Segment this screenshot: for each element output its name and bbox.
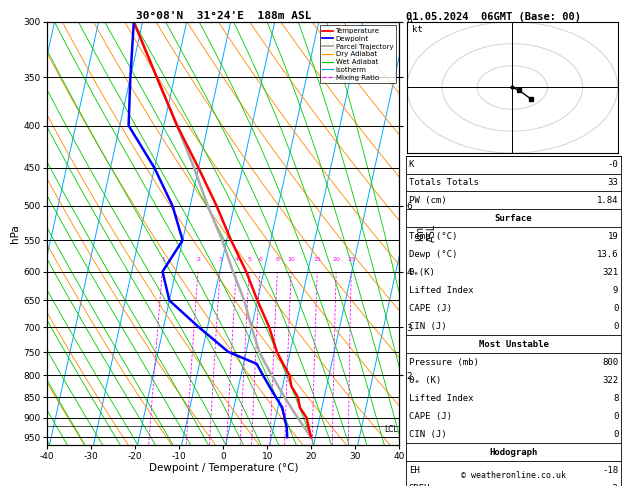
Text: 2: 2 [197, 258, 201, 262]
Text: 5: 5 [248, 258, 252, 262]
Text: -18: -18 [602, 466, 618, 475]
Text: CAPE (J): CAPE (J) [409, 304, 452, 313]
Text: 322: 322 [602, 376, 618, 385]
Text: LCL: LCL [384, 425, 398, 434]
Text: 01.05.2024  06GMT (Base: 00): 01.05.2024 06GMT (Base: 00) [406, 12, 581, 22]
Text: CAPE (J): CAPE (J) [409, 412, 452, 421]
Text: Pressure (mb): Pressure (mb) [409, 358, 479, 367]
Y-axis label: hPa: hPa [10, 224, 20, 243]
Text: 3: 3 [219, 258, 223, 262]
Text: 800: 800 [602, 358, 618, 367]
Text: 321: 321 [602, 268, 618, 277]
Legend: Temperature, Dewpoint, Parcel Trajectory, Dry Adiabat, Wet Adiabat, Isotherm, Mi: Temperature, Dewpoint, Parcel Trajectory… [320, 25, 396, 83]
Text: PW (cm): PW (cm) [409, 196, 447, 205]
Title: 30°08'N  31°24'E  188m ASL: 30°08'N 31°24'E 188m ASL [135, 11, 311, 21]
Text: © weatheronline.co.uk: © weatheronline.co.uk [461, 471, 566, 480]
Text: Most Unstable: Most Unstable [479, 340, 548, 349]
Text: 6: 6 [259, 258, 262, 262]
Text: θₑ (K): θₑ (K) [409, 376, 441, 385]
Text: θₑ(K): θₑ(K) [409, 268, 436, 277]
Text: 8: 8 [613, 394, 618, 403]
X-axis label: Dewpoint / Temperature (°C): Dewpoint / Temperature (°C) [148, 464, 298, 473]
Text: 15: 15 [314, 258, 321, 262]
Text: kt: kt [411, 25, 423, 34]
Text: Hodograph: Hodograph [489, 448, 538, 457]
Text: 25: 25 [348, 258, 355, 262]
Text: 1: 1 [161, 258, 165, 262]
Text: 0: 0 [613, 430, 618, 439]
Text: 4: 4 [235, 258, 239, 262]
Text: -0: -0 [608, 160, 618, 169]
Text: CIN (J): CIN (J) [409, 322, 447, 331]
Text: 1.84: 1.84 [597, 196, 618, 205]
Text: Totals Totals: Totals Totals [409, 178, 479, 187]
Text: 20: 20 [333, 258, 340, 262]
Text: 13.6: 13.6 [597, 250, 618, 259]
Text: 0: 0 [613, 304, 618, 313]
Text: SREH: SREH [409, 484, 430, 486]
Text: EH: EH [409, 466, 420, 475]
Text: 19: 19 [608, 232, 618, 241]
Text: Temp (°C): Temp (°C) [409, 232, 457, 241]
Text: CIN (J): CIN (J) [409, 430, 447, 439]
Text: -2: -2 [608, 484, 618, 486]
Text: 10: 10 [287, 258, 296, 262]
Text: K: K [409, 160, 415, 169]
Y-axis label: km
ASL: km ASL [415, 224, 437, 243]
Text: 0: 0 [613, 412, 618, 421]
Text: Lifted Index: Lifted Index [409, 286, 474, 295]
Text: Surface: Surface [495, 214, 532, 223]
Text: 9: 9 [613, 286, 618, 295]
Text: 8: 8 [276, 258, 280, 262]
Text: Dewp (°C): Dewp (°C) [409, 250, 457, 259]
Text: 33: 33 [608, 178, 618, 187]
Text: 0: 0 [613, 322, 618, 331]
Text: Lifted Index: Lifted Index [409, 394, 474, 403]
